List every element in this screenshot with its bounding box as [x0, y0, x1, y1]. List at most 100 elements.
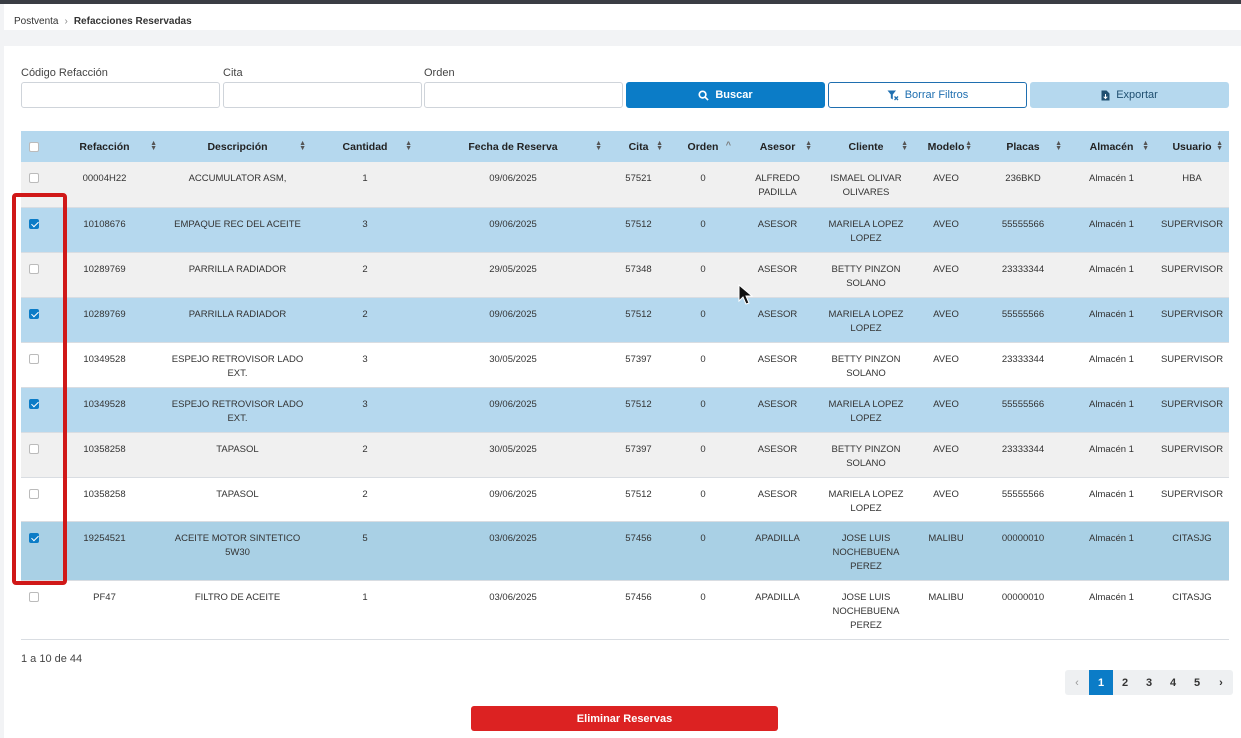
breadcrumb: Postventa › Refacciones Reservadas [4, 4, 1241, 30]
row-checkbox[interactable] [28, 398, 39, 409]
header-cliente[interactable]: Cliente ▲ ▼ [818, 131, 914, 162]
page-button-1[interactable]: 1 [1089, 670, 1113, 695]
row-select-cell[interactable] [21, 207, 46, 253]
row-checkbox[interactable] [28, 173, 39, 183]
header-almacen[interactable]: Almacén ▲ ▼ [1068, 131, 1155, 162]
table-row[interactable]: 10349528 ESPEJO RETROVISOR LADO EXT. 3 30/0… [21, 342, 1229, 388]
cell-cantidad: 2 [312, 477, 418, 522]
row-select-cell[interactable] [21, 580, 46, 640]
cell-almacen: Almacén 1 [1068, 252, 1155, 298]
cell-asesor: ASESOR [737, 477, 818, 522]
table-row[interactable]: 10289769 PARRILLA RADIADOR 2 09/06/2025 5751… [21, 297, 1229, 343]
table-row[interactable]: 10358258 TAPASOL 2 30/05/2025 57397 0 ASESOR BE… [21, 432, 1229, 478]
header-placas[interactable]: Placas ▲ ▼ [978, 131, 1068, 162]
table-row[interactable]: 00004H22 ACCUMULATOR ASM, 1 09/06/2025 57521… [21, 162, 1229, 208]
table-row[interactable]: 10108676 EMPAQUE REC DEL ACEITE 3 09/06/202… [21, 207, 1229, 253]
page-button-2[interactable]: 2 [1121, 676, 1129, 689]
select-all-checkbox[interactable] [28, 141, 39, 152]
cell-asesor: ASESOR [737, 207, 818, 253]
prev-page-button[interactable]: ‹ [1075, 676, 1079, 689]
table-row[interactable]: PF47 FILTRO DE ACEITE 1 03/06/2025 57456 0 APA… [21, 580, 1229, 640]
cell-almacen: Almacén 1 [1068, 387, 1155, 433]
row-select-cell[interactable] [21, 162, 46, 208]
cell-usuario: SUPERVISOR [1155, 342, 1229, 388]
table-row[interactable]: 19254521 ACEITE MOTOR SINTETICO 5W30 5 03/0… [21, 521, 1229, 581]
page-button-5[interactable]: 5 [1193, 676, 1201, 689]
cell-descripcion: PARRILLA RADIADOR [163, 297, 312, 343]
sort-icon: ▲ ▼ [901, 140, 908, 152]
row-select-cell[interactable] [21, 521, 46, 581]
cell-refaccion: 10358258 [46, 477, 163, 522]
cell-orden: 0 [669, 580, 737, 640]
row-checkbox[interactable] [28, 488, 39, 499]
cell-refaccion: PF47 [46, 580, 163, 640]
next-page-button[interactable]: › [1219, 676, 1223, 689]
codigo-input[interactable] [21, 82, 220, 108]
breadcrumb-parent[interactable]: Postventa [14, 15, 59, 27]
row-select-cell[interactable] [21, 387, 46, 433]
eliminar-reservas-button[interactable]: Eliminar Reservas [471, 706, 778, 731]
buscar-button[interactable]: Buscar [626, 82, 825, 108]
cell-orden: 0 [669, 162, 737, 208]
header-modelo[interactable]: Modelo ▲ ▼ [914, 131, 978, 162]
select-all-header[interactable] [21, 131, 46, 162]
cell-refaccion: 10108676 [46, 207, 163, 253]
cell-fecha: 03/06/2025 [418, 580, 608, 640]
cell-cliente: MARIELA LOPEZ LOPEZ [818, 207, 914, 253]
cell-placas: 00000010 [978, 580, 1068, 640]
page-button-4[interactable]: 4 [1169, 676, 1177, 689]
header-cantidad[interactable]: Cantidad ▲ ▼ [312, 131, 418, 162]
row-checkbox[interactable] [28, 218, 39, 229]
cell-refaccion: 10349528 [46, 387, 163, 433]
row-checkbox[interactable] [28, 443, 39, 454]
row-select-cell[interactable] [21, 342, 46, 388]
header-cita[interactable]: Cita ▲ ▼ [608, 131, 669, 162]
reservas-table: Refacción ▲ ▼ Descripción ▲ ▼ Cantidad ▲ ▼ Fec… [21, 131, 1229, 640]
cell-refaccion: 10289769 [46, 297, 163, 343]
row-checkbox[interactable] [28, 263, 39, 274]
header-refaccion[interactable]: Refacción ▲ ▼ [46, 131, 163, 162]
cell-cita: 57512 [608, 477, 669, 522]
header-usuario[interactable]: Usuario ▲ ▼ [1155, 131, 1229, 162]
cell-almacen: Almacén 1 [1068, 521, 1155, 581]
cell-almacen: Almacén 1 [1068, 580, 1155, 640]
table-row[interactable]: 10289769 PARRILLA RADIADOR 2 29/05/2025 5734… [21, 252, 1229, 298]
sort-asc-icon: ^ [725, 140, 731, 150]
cell-cliente: ISMAEL OLIVAR OLIVARES [818, 162, 914, 208]
sort-icon: ▲ ▼ [805, 140, 812, 152]
exportar-button[interactable]: Exportar [1030, 82, 1229, 108]
cell-asesor: APADILLA [737, 521, 818, 581]
page-button-3[interactable]: 3 [1145, 676, 1153, 689]
cita-input[interactable] [223, 82, 422, 108]
sort-icon: ▲ ▼ [299, 140, 306, 152]
header-descripcion[interactable]: Descripción ▲ ▼ [163, 131, 312, 162]
header-asesor[interactable]: Asesor ▲ ▼ [737, 131, 818, 162]
cell-asesor: ASESOR [737, 252, 818, 298]
header-fecha[interactable]: Fecha de Reserva ▲ ▼ [418, 131, 608, 162]
cell-cliente: MARIELA LOPEZ LOPEZ [818, 477, 914, 522]
row-checkbox[interactable] [28, 532, 39, 543]
row-select-cell[interactable] [21, 297, 46, 343]
cell-refaccion: 10289769 [46, 252, 163, 298]
table-row[interactable]: 10349528 ESPEJO RETROVISOR LADO EXT. 3 09/0… [21, 387, 1229, 433]
cell-cantidad: 3 [312, 207, 418, 253]
pagination-info: 1 a 10 de 44 [21, 653, 83, 665]
cell-modelo: AVEO [914, 342, 978, 388]
cell-fecha: 30/05/2025 [418, 432, 608, 478]
orden-input[interactable] [424, 82, 623, 108]
row-checkbox[interactable] [28, 353, 39, 364]
cell-orden: 0 [669, 342, 737, 388]
cell-placas: 55555566 [978, 297, 1068, 343]
cita-label: Cita [223, 67, 243, 79]
table-row[interactable]: 10358258 TAPASOL 2 09/06/2025 57512 0 ASESOR MA… [21, 477, 1229, 522]
row-select-cell[interactable] [21, 252, 46, 298]
header-orden[interactable]: Orden ^ [669, 131, 737, 162]
row-select-cell[interactable] [21, 477, 46, 522]
row-select-cell[interactable] [21, 432, 46, 478]
row-checkbox[interactable] [28, 308, 39, 319]
row-checkbox[interactable] [28, 591, 39, 602]
cell-orden: 0 [669, 297, 737, 343]
cell-cantidad: 2 [312, 432, 418, 478]
breadcrumb-current: Refacciones Reservadas [73, 15, 192, 27]
borrar-filtros-button[interactable]: Borrar Filtros [828, 82, 1027, 108]
